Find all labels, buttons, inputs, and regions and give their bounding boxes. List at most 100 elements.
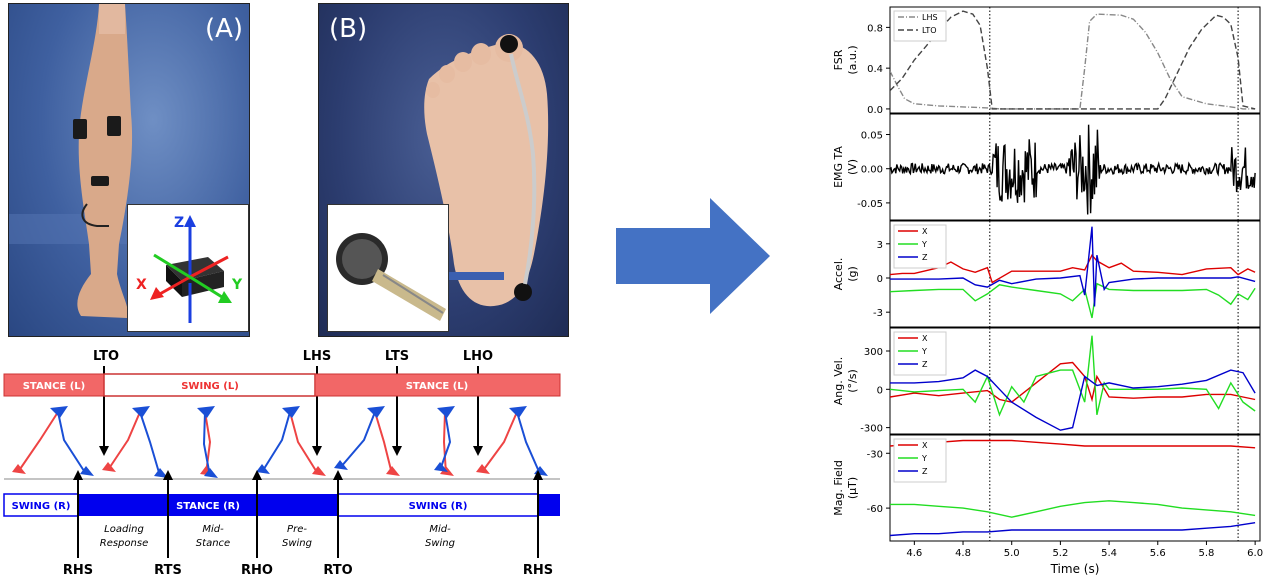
y-tick-label: 0.4 [867, 64, 883, 75]
left-foot [102, 462, 116, 472]
right-foot [204, 468, 218, 478]
y-tick-label: 3 [877, 240, 883, 251]
legend-entry: Z [922, 467, 928, 476]
y-axis-label: EMG TA [832, 146, 845, 188]
right-foot [154, 468, 168, 478]
y-tick-label: 300 [864, 347, 883, 358]
event-rto: RTO [323, 563, 352, 577]
left-leg-stick [17, 411, 59, 473]
event-rhs-2: RHS [523, 563, 553, 577]
gait-cycle-diagram: LTO LHS LTS LHO STANCE (L) SWING (L) STA… [3, 349, 561, 577]
event-lhs: LHS [303, 349, 332, 364]
series-line-z [890, 522, 1256, 537]
phase-pre-swing: Pre-Swing [282, 524, 312, 549]
y-axis-label: (μT) [846, 477, 859, 499]
subplot: -3 0 3 Accel. (g) XYZ [832, 220, 1261, 328]
x-tick-label: 5.6 [1150, 548, 1166, 559]
event-rhs-1: RHS [63, 563, 93, 577]
legend-entry: Z [922, 360, 928, 369]
plot-frame [889, 220, 1261, 328]
y-tick-label: 0.0 [867, 105, 883, 116]
event-rts: RTS [154, 563, 182, 577]
fsr-sensor-inset [327, 204, 449, 332]
y-axis-label: (g) [846, 266, 859, 282]
right-foot [80, 466, 94, 476]
event-lto: LTO [93, 349, 119, 364]
event-lho: LHO [463, 349, 493, 364]
series-line-y [890, 500, 1256, 518]
series-line-lhs [890, 13, 1256, 110]
right-foot [434, 462, 448, 472]
x-tick-label: 6.0 [1247, 548, 1263, 559]
pelvis-marker [132, 406, 150, 418]
photo-b-label: (B) [329, 14, 368, 44]
stick-figure [334, 406, 400, 476]
y-tick-label: 0.00 [861, 165, 883, 176]
right-leg-phase-bar: SWING (R) STANCE (R) SWING (R) [3, 493, 560, 517]
axis-x-label: X [136, 277, 147, 293]
series-line-x [890, 253, 1256, 284]
legend-box [893, 331, 947, 376]
stick-figure [476, 406, 548, 476]
left-leg-stick [289, 411, 319, 475]
y-tick-label: -3 [873, 308, 883, 319]
legend-entry: X [922, 441, 928, 450]
event-rho: RHO [241, 563, 273, 577]
flow-arrow-icon [616, 198, 770, 314]
right-leg-stick [202, 411, 211, 477]
right-leg-stick [57, 411, 87, 475]
stick-figure [434, 406, 455, 476]
gait-stick-figures [12, 406, 548, 478]
right-stance-label: STANCE (R) [176, 501, 240, 512]
right-leg-stick [139, 411, 161, 477]
y-tick-label: 0 [877, 274, 883, 285]
stick-figure [12, 406, 94, 476]
legend: XYZ [893, 224, 947, 269]
y-tick-label: 0.05 [861, 131, 883, 142]
right-leg-stick [339, 411, 376, 469]
legend-entry: Z [922, 253, 928, 262]
plot-frame [889, 113, 1261, 221]
y-tick-label: 0.8 [867, 23, 883, 34]
left-foot [12, 464, 26, 474]
plot-frame [889, 434, 1261, 542]
legend-entry: Y [921, 454, 927, 463]
right-leg-stick [439, 411, 452, 471]
x-tick-label: 4.6 [906, 548, 922, 559]
left-leg-stick [481, 411, 518, 473]
pelvis-marker [50, 406, 68, 418]
stick-figure [102, 406, 168, 478]
x-axis-label: Time (s) [1050, 562, 1100, 576]
pelvis-marker [282, 406, 300, 418]
y-axis-label: Accel. [832, 258, 845, 291]
series-line-emg [890, 124, 1256, 215]
legend-entry: Y [921, 240, 927, 249]
pelvis-marker [509, 406, 527, 418]
y-axis-label: FSR [832, 49, 845, 70]
phase-loading-line-2: Response [100, 538, 148, 549]
left-leg-stick [442, 411, 447, 475]
legend-entry: LTO [922, 26, 937, 35]
photo-a-label: (A) [205, 14, 244, 44]
legend-box [893, 10, 947, 42]
series-line-y [890, 282, 1256, 319]
x-tick-label: 5.8 [1198, 548, 1214, 559]
y-axis-label: (a.u.) [846, 45, 859, 74]
phase-mid-swing: Mid-Swing [425, 524, 455, 549]
right-swing-label-2: SWING (R) [409, 501, 468, 512]
legend-entry: X [922, 334, 928, 343]
legend-box [893, 438, 947, 483]
x-tick-label: 5.4 [1101, 548, 1117, 559]
top-events: LTO LHS LTS LHO [93, 349, 493, 456]
axis-y-label: Y [231, 277, 243, 293]
photo-a-leg-sensors: (A) Z X Y [8, 3, 250, 337]
left-swing-label: SWING (L) [181, 381, 239, 392]
legend-box [893, 224, 947, 269]
legend-entry: X [922, 227, 928, 236]
x-tick-label: 5.0 [1004, 548, 1020, 559]
right-leg-stick [516, 411, 541, 475]
imu-axes-diagram: Z X Y [136, 215, 243, 323]
x-tick-label: 5.2 [1052, 548, 1068, 559]
stick-figure [256, 406, 326, 476]
left-stance-label-2: STANCE (L) [406, 381, 469, 392]
